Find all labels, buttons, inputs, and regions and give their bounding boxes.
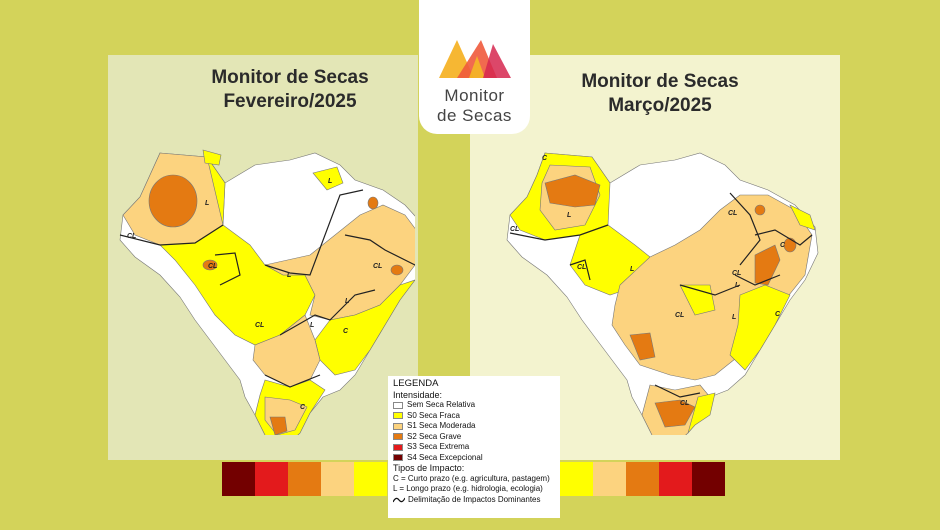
left-drought-map: L CL CL L L CL C CL L C L C xyxy=(119,149,415,435)
s0-south xyxy=(687,392,716,434)
legend-category-row: S0 Seca Fraca xyxy=(393,411,555,422)
s2-amazon-core xyxy=(148,174,198,228)
right-label-cl-ne: CL xyxy=(732,270,741,277)
legend-impact-title: Tipos de Impacto: xyxy=(393,463,465,473)
legend-category-row: S3 Seca Extrema xyxy=(393,442,555,453)
s2-west-spot xyxy=(202,259,218,271)
legend-category-row: S4 Seca Excepcional xyxy=(393,453,555,464)
s2-ne xyxy=(754,244,781,286)
impact-boundary-1 xyxy=(119,224,224,246)
left-label-cl-mid: CL xyxy=(255,322,264,329)
s2-north-spot xyxy=(367,196,379,210)
s2-southwest xyxy=(629,332,656,361)
legend-impact-short: C = Curto prazo (e.g. agricultura, pasta… xyxy=(393,473,550,483)
legend-swatch xyxy=(393,401,403,409)
colorbar-swatch xyxy=(321,462,354,496)
legend-boundary-label: Delimitação de Impactos Dominantes xyxy=(408,494,541,504)
colorbar-swatch xyxy=(692,462,725,496)
colorbar-swatch xyxy=(659,462,692,496)
left-label-c-south: C xyxy=(300,404,306,411)
legend-category-row: S1 Seca Moderada xyxy=(393,421,555,432)
boundary-line-icon xyxy=(393,497,405,503)
s0-east-coast xyxy=(729,284,791,371)
legend-categories: Sem Seca Relativa S0 Seca Fraca S1 Seca Mo… xyxy=(393,400,555,463)
left-title-line2: Fevereiro/2025 xyxy=(223,91,357,112)
s0-north-coast xyxy=(789,204,816,231)
legend-category-row: Sem Seca Relativa xyxy=(393,400,555,411)
legend-intensity-title: Intensidade: xyxy=(393,389,443,400)
right-label-l-center: L xyxy=(630,266,634,273)
s1-region-south xyxy=(252,314,321,388)
right-title-line2: Março/2025 xyxy=(608,95,712,116)
right-label-cl-acre: CL xyxy=(577,264,586,271)
right-label-c-ne: C xyxy=(780,242,786,249)
right-label-cl-mid: CL xyxy=(675,312,684,319)
right-drought-map: C L CL CL L CL C CL L CL L C CL xyxy=(506,152,819,435)
right-label-l-mid: L xyxy=(732,314,736,321)
impact-boundary-5 xyxy=(279,289,376,336)
legend-swatch xyxy=(393,433,403,441)
right-label-cl-north: CL xyxy=(728,210,737,217)
colorbar-swatch xyxy=(560,462,593,496)
legend-impact-long: L = Longo prazo (e.g. hidrologia, ecolog… xyxy=(393,484,543,493)
s2-amazon xyxy=(544,174,601,208)
left-label-l-center: L xyxy=(287,272,291,279)
legend-swatch xyxy=(393,422,403,430)
legend-category-label: S4 Seca Excepcional xyxy=(407,452,483,462)
left-label-cl-west: CL xyxy=(127,233,136,240)
colorbar-swatch xyxy=(626,462,659,496)
s2-ne-coast xyxy=(783,237,797,253)
right-label-c-east: C xyxy=(775,311,781,318)
impact-boundary-4 xyxy=(344,234,415,266)
logo-line2: de Secas xyxy=(437,106,512,125)
left-label-l-amazon: L xyxy=(205,200,209,207)
right-title-line1: Monitor de Secas xyxy=(581,71,739,92)
s2-center-spot xyxy=(754,204,766,216)
left-label-cl-acre: CL xyxy=(208,263,217,270)
left-map-title: Monitor de Secas Fevereiro/2025 xyxy=(190,66,390,114)
legend-boundary-row: Delimitação de Impactos Dominantes xyxy=(393,495,555,506)
colorbar-swatch xyxy=(354,462,387,496)
s0-north-patch-2 xyxy=(202,149,222,166)
colorbar-right xyxy=(560,462,725,496)
colorbar-swatch xyxy=(288,462,321,496)
left-label-cl-ne: CL xyxy=(373,263,382,270)
legend-swatch xyxy=(393,443,403,451)
logo-line1: Monitor xyxy=(444,86,505,105)
logo-card: Monitor de Secas xyxy=(419,0,530,134)
legend-swatch xyxy=(393,412,403,420)
s0-north-patch xyxy=(312,166,344,191)
legend-category-label: S2 Seca Grave xyxy=(407,431,462,441)
legend-swatch xyxy=(393,454,403,462)
colorbar-left xyxy=(222,462,387,496)
left-label-c-mid: C xyxy=(343,328,349,335)
s2-northeast-spot xyxy=(390,264,404,276)
right-label-l-amazon: L xyxy=(567,212,571,219)
s2-southwest xyxy=(269,416,288,435)
right-label-l-ne: L xyxy=(735,282,739,289)
left-label-l-mid: L xyxy=(310,322,314,329)
right-label-cl-west: CL xyxy=(510,226,519,233)
right-map-title: Monitor de Secas Março/2025 xyxy=(560,70,760,118)
right-label-cl-south: CL xyxy=(680,400,689,407)
left-label-l-north: L xyxy=(328,178,332,185)
legend-category-label: S0 Seca Fraca xyxy=(407,410,460,420)
left-title-line1: Monitor de Secas xyxy=(211,67,369,88)
legend-title: LEGENDA xyxy=(393,378,439,389)
logo-mark-icon xyxy=(439,40,511,78)
colorbar-swatch xyxy=(255,462,288,496)
legend-category-label: Sem Seca Relativa xyxy=(407,400,476,409)
colorbar-swatch xyxy=(222,462,255,496)
right-label-c-nw: C xyxy=(542,155,548,162)
left-label-l-east: L xyxy=(345,298,349,305)
legend: LEGENDA Intensidade: Sem Seca Relativa S0… xyxy=(388,376,560,518)
impact-boundary-3 xyxy=(264,189,364,276)
legend-category-label: S3 Seca Extrema xyxy=(407,442,470,451)
impact-boundary-2 xyxy=(214,252,241,286)
legend-category-row: S2 Seca Grave xyxy=(393,432,555,443)
s2-south xyxy=(654,399,696,428)
legend-category-label: S1 Seca Moderada xyxy=(407,421,476,430)
impact-boundary-6 xyxy=(264,374,321,388)
colorbar-swatch xyxy=(593,462,626,496)
